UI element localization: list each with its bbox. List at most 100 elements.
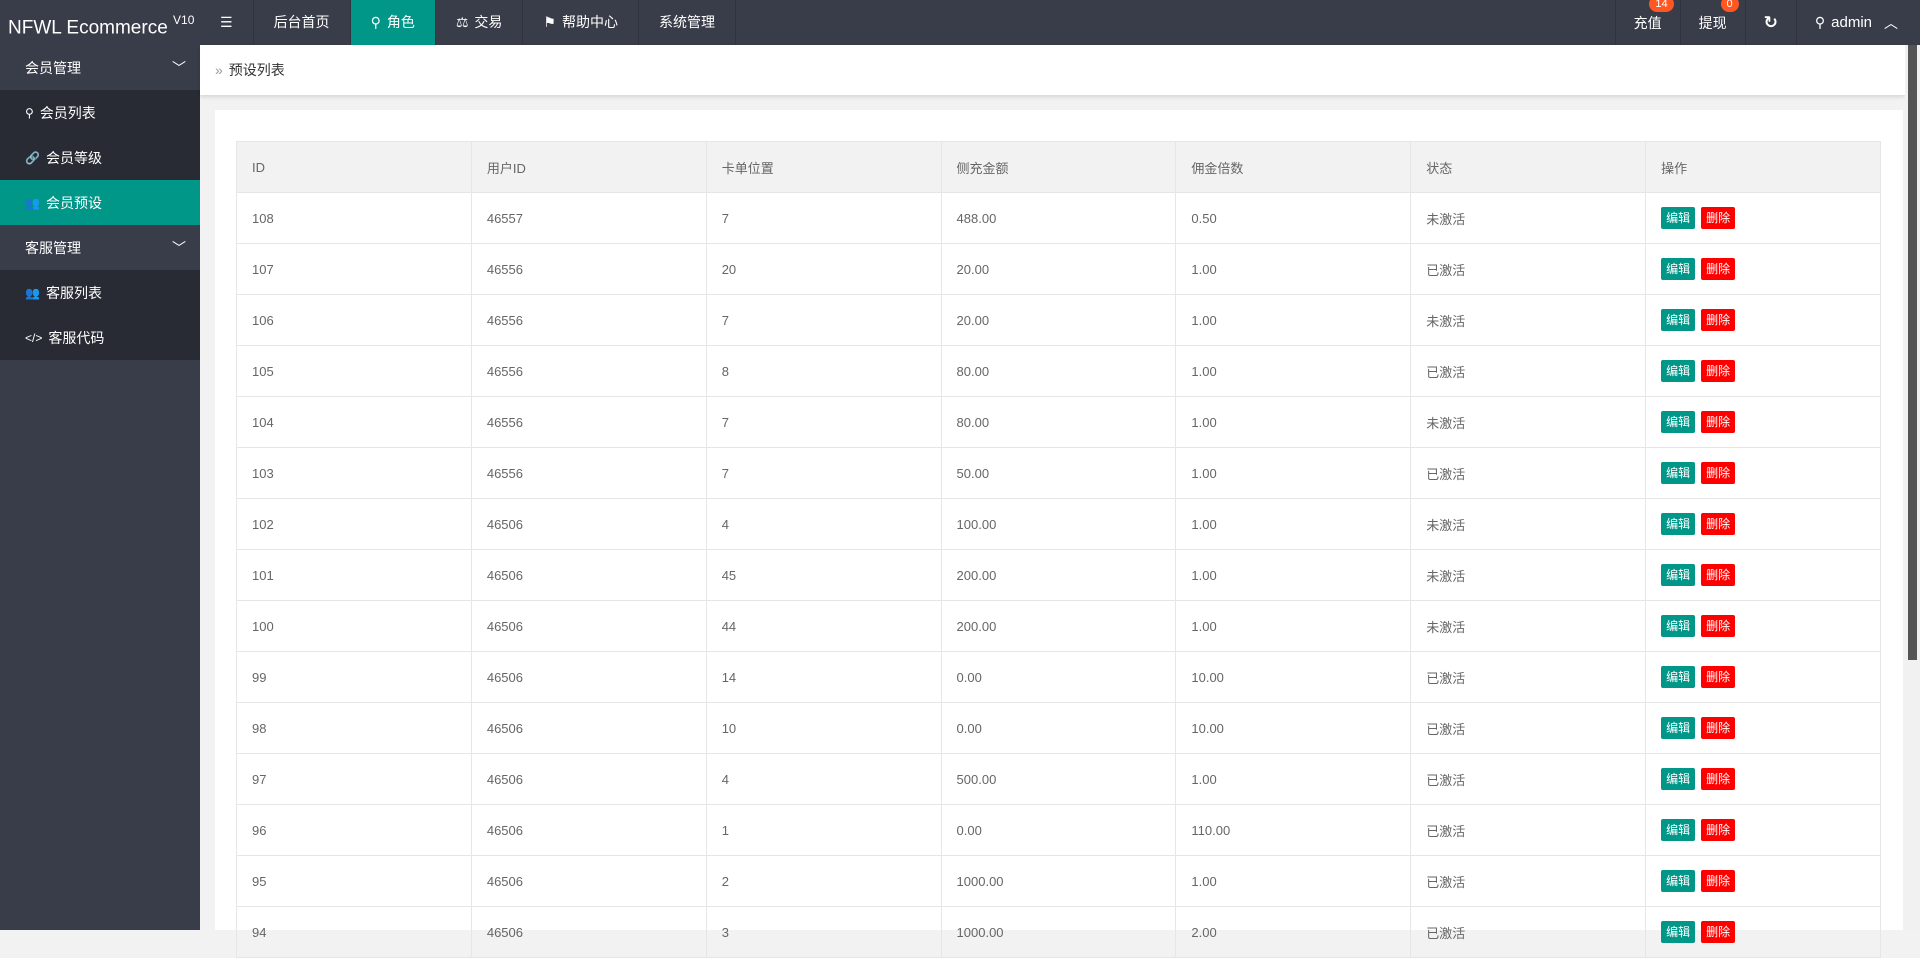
table-cell: 0.00 — [940, 702, 1177, 754]
actions-cell: 编辑 删除 — [1645, 804, 1881, 856]
table-row: 102 46506 4 100.00 1.00 未激活 编辑 删除 — [236, 498, 1881, 550]
delete-button[interactable]: 删除 — [1701, 360, 1736, 382]
edit-button[interactable]: 编辑 — [1661, 207, 1696, 229]
link-icon: 🔗 — [25, 150, 40, 165]
delete-button[interactable]: 删除 — [1701, 870, 1736, 892]
table-cell: 0.00 — [940, 804, 1177, 856]
table-row: 105 46556 8 80.00 1.00 已激活 编辑 删除 — [236, 345, 1881, 397]
delete-button[interactable]: 删除 — [1701, 411, 1736, 433]
actions-cell: 编辑 删除 — [1645, 294, 1881, 346]
table-cell: 105 — [236, 345, 472, 397]
edit-button[interactable]: 编辑 — [1661, 615, 1696, 637]
table-cell: 未激活 — [1410, 600, 1647, 652]
table-cell: 46557 — [470, 192, 707, 244]
edit-button[interactable]: 编辑 — [1661, 411, 1696, 433]
actions-cell: 编辑 删除 — [1645, 600, 1881, 652]
table-cell: 0.50 — [1175, 192, 1412, 244]
edit-button[interactable]: 编辑 — [1661, 921, 1696, 943]
delete-button[interactable]: 删除 — [1701, 513, 1736, 535]
table-cell: 96 — [236, 804, 472, 856]
group-icon: 👥 — [25, 285, 40, 300]
table-cell: 102 — [236, 498, 472, 550]
edit-button[interactable]: 编辑 — [1661, 360, 1696, 382]
edit-button[interactable]: 编辑 — [1661, 870, 1696, 892]
edit-button[interactable]: 编辑 — [1661, 462, 1696, 484]
table-cell: 200.00 — [940, 549, 1177, 601]
sidebar-item-1-1[interactable]: </> 客服代码 — [25, 329, 105, 346]
delete-button[interactable]: 删除 — [1701, 717, 1736, 739]
edit-button[interactable]: 编辑 — [1661, 564, 1696, 586]
nav-item-3[interactable]: ⚑ 帮助中心 — [523, 0, 639, 45]
delete-button[interactable]: 删除 — [1701, 309, 1736, 331]
column-header: 佣金倍数 — [1175, 141, 1412, 193]
table-cell: 97 — [236, 753, 472, 805]
table-cell: 104 — [236, 396, 472, 448]
withdraw-badge: 0 — [1720, 0, 1739, 12]
recharge-button[interactable]: 充值 14 — [1614, 0, 1680, 45]
table-cell: 20 — [705, 243, 942, 295]
withdraw-button[interactable]: 提现 0 — [1679, 0, 1745, 45]
top-header: NFWL Ecommerce V10 ☰ 后台首页 ⚲ 角色 ⚖ 交易 ⚑ 帮助中心 系统管理… — [0, 0, 1920, 45]
edit-button[interactable]: 编辑 — [1661, 717, 1696, 739]
edit-button[interactable]: 编辑 — [1661, 258, 1696, 280]
edit-button[interactable]: 编辑 — [1661, 768, 1696, 790]
sidebar-item-0-0[interactable]: ⚲ 会员列表 — [25, 104, 96, 121]
table-cell: 103 — [236, 447, 472, 499]
table-cell: 1.00 — [1175, 345, 1412, 397]
scrollbar[interactable] — [1905, 45, 1920, 930]
table-cell: 10.00 — [1175, 651, 1412, 703]
hamburger-icon: ☰ — [220, 14, 233, 30]
edit-button[interactable]: 编辑 — [1661, 513, 1696, 535]
sidebar-item-1-0[interactable]: 👥 客服列表 — [25, 284, 102, 301]
delete-button[interactable]: 删除 — [1701, 258, 1736, 280]
nav-item-2[interactable]: ⚖ 交易 — [436, 0, 524, 45]
table-cell: 未激活 — [1410, 549, 1647, 601]
column-header: 侧充金额 — [940, 141, 1177, 193]
sidebar-group-0[interactable]: 会员管理 ﹀ — [25, 59, 186, 76]
edit-button[interactable]: 编辑 — [1661, 819, 1696, 841]
delete-button[interactable]: 删除 — [1701, 819, 1736, 841]
delete-button[interactable]: 删除 — [1701, 207, 1736, 229]
actions-cell: 编辑 删除 — [1645, 702, 1881, 754]
sidebar-item-0-1[interactable]: 🔗 会员等级 — [25, 149, 102, 166]
table-cell: 已激活 — [1410, 651, 1647, 703]
actions-cell: 编辑 删除 — [1645, 345, 1881, 397]
menu-toggle-button[interactable]: ☰ — [200, 0, 254, 45]
balance-icon: ⚖ — [455, 14, 469, 30]
table-cell: 10 — [705, 702, 942, 754]
table-row: 101 46506 45 200.00 1.00 未激活 编辑 删除 — [236, 549, 1881, 601]
chevron-up-icon: ︿ — [1884, 14, 1898, 31]
table-cell: 46506 — [470, 549, 707, 601]
delete-button[interactable]: 删除 — [1701, 768, 1736, 790]
delete-button[interactable]: 删除 — [1701, 921, 1736, 943]
user-menu[interactable]: ⚲ admin ︿ — [1795, 0, 1920, 45]
refresh-button[interactable]: ↻ — [1744, 0, 1796, 45]
table-cell: 14 — [705, 651, 942, 703]
scrollbar-thumb[interactable] — [1908, 45, 1917, 660]
delete-button[interactable]: 删除 — [1701, 462, 1736, 484]
actions-cell: 编辑 删除 — [1645, 243, 1881, 295]
delete-button[interactable]: 删除 — [1701, 666, 1736, 688]
table-row: 98 46506 10 0.00 10.00 已激活 编辑 删除 — [236, 702, 1881, 754]
table-cell: 1.00 — [1175, 498, 1412, 550]
edit-button[interactable]: 编辑 — [1661, 666, 1696, 688]
nav-item-4[interactable]: 系统管理 — [639, 0, 736, 45]
edit-button[interactable]: 编辑 — [1661, 309, 1696, 331]
table-cell: 已激活 — [1410, 243, 1647, 295]
table-cell: 95 — [236, 855, 472, 907]
table-cell: 46556 — [470, 294, 707, 346]
table-cell: 46506 — [470, 651, 707, 703]
table-cell: 110.00 — [1175, 804, 1412, 856]
nav-item-0[interactable]: 后台首页 — [254, 0, 351, 45]
delete-button[interactable]: 删除 — [1701, 615, 1736, 637]
nav-item-1[interactable]: ⚲ 角色 — [350, 0, 436, 45]
table-cell: 0.00 — [940, 651, 1177, 703]
sidebar-item-0-2[interactable]: 👥 会员预设 — [0, 180, 200, 225]
table-cell: 1.00 — [1175, 396, 1412, 448]
sidebar-group-1[interactable]: 客服管理 ﹀ — [25, 239, 186, 256]
delete-button[interactable]: 删除 — [1701, 564, 1736, 586]
table-cell: 46556 — [470, 345, 707, 397]
table-cell: 46506 — [470, 855, 707, 907]
table-cell: 1.00 — [1175, 753, 1412, 805]
table-cell: 未激活 — [1410, 294, 1647, 346]
